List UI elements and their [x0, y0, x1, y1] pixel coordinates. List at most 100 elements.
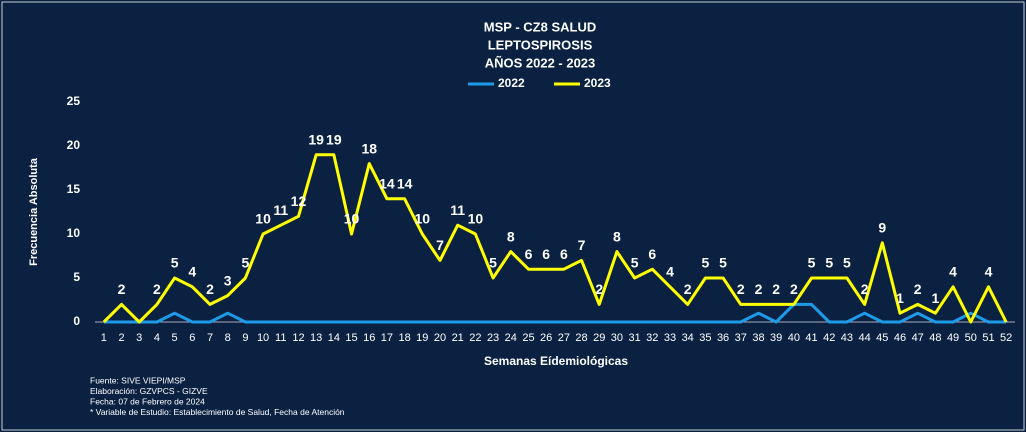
data-label: 2: [118, 281, 126, 297]
x-tick-label: 36: [717, 332, 729, 344]
x-axis-title: Semanas Eídemiológicas: [484, 354, 628, 368]
data-label: 10: [255, 211, 271, 227]
data-label: 5: [825, 255, 833, 271]
y-tick-label: 10: [67, 226, 81, 240]
series-line: [103, 302, 1007, 324]
x-tick-label: 8: [225, 332, 231, 344]
x-tick-label: 28: [575, 332, 587, 344]
legend-label: 2023: [584, 76, 611, 90]
data-label: 1: [931, 290, 939, 306]
data-label: 14: [379, 176, 395, 192]
footnote: Fecha: 07 de Febrero de 2024: [90, 396, 205, 406]
data-label: 10: [468, 211, 484, 227]
data-label: 5: [701, 255, 709, 271]
data-label: 18: [361, 140, 377, 156]
data-label: 2: [772, 281, 780, 297]
x-tick-label: 14: [328, 332, 340, 344]
data-label: 4: [666, 264, 674, 280]
y-tick-label: 20: [67, 138, 81, 152]
data-label: 2: [595, 281, 603, 297]
data-label: 5: [808, 255, 816, 271]
data-label: 5: [489, 255, 497, 271]
x-tick-label: 31: [628, 332, 640, 344]
x-tick-label: 38: [752, 332, 764, 344]
x-tick-label: 17: [381, 332, 393, 344]
x-tick-label: 34: [682, 332, 694, 344]
data-label: 3: [224, 272, 232, 288]
x-tick-label: 13: [310, 332, 322, 344]
x-tick-label: 23: [487, 332, 499, 344]
x-tick-label: 50: [965, 332, 977, 344]
x-tick-label: 3: [136, 332, 142, 344]
data-label: 7: [436, 237, 444, 253]
x-tick-label: 10: [257, 332, 269, 344]
data-label: 5: [719, 255, 727, 271]
x-tick-label: 40: [788, 332, 800, 344]
legend-label: 2022: [498, 76, 525, 90]
x-tick-label: 47: [912, 332, 924, 344]
x-tick-label: 24: [505, 332, 517, 344]
data-label: 5: [241, 255, 249, 271]
x-tick-label: 43: [841, 332, 853, 344]
chart-title: AÑOS 2022 - 2023: [485, 55, 596, 70]
y-tick-label: 15: [67, 182, 81, 196]
x-tick-label: 33: [664, 332, 676, 344]
data-label: 9: [878, 220, 886, 236]
x-tick-label: 46: [894, 332, 906, 344]
data-label: 4: [949, 264, 957, 280]
x-tick-label: 4: [154, 332, 160, 344]
x-tick-label: 1: [101, 332, 107, 344]
x-tick-label: 11: [275, 332, 286, 344]
x-tick-label: 18: [398, 332, 410, 344]
data-label: 2: [206, 281, 214, 297]
y-tick-label: 25: [67, 94, 81, 108]
x-tick-label: 9: [242, 332, 248, 344]
x-tick-label: 51: [982, 332, 994, 344]
x-tick-label: 7: [207, 332, 213, 344]
data-label: 10: [415, 211, 431, 227]
x-tick-label: 22: [469, 332, 481, 344]
y-axis-title: Frecuencia Absoluta: [28, 157, 40, 266]
data-label: 2: [914, 281, 922, 297]
data-label: 7: [578, 237, 586, 253]
data-label: 4: [985, 264, 993, 280]
x-tick-label: 25: [522, 332, 534, 344]
footnote: * Variable de Estudio: Establecimiento d…: [90, 407, 345, 417]
data-label: 2: [684, 281, 692, 297]
data-label: 14: [397, 176, 413, 192]
x-tick-label: 41: [805, 332, 817, 344]
x-tick-label: 52: [1000, 332, 1012, 344]
data-label: 1: [896, 290, 904, 306]
x-tick-label: 49: [947, 332, 959, 344]
data-label: 5: [843, 255, 851, 271]
x-tick-label: 21: [452, 332, 464, 344]
x-tick-label: 15: [345, 332, 357, 344]
data-label: 4: [188, 264, 196, 280]
data-label: 2: [153, 281, 161, 297]
data-label: 11: [273, 202, 288, 218]
x-tick-label: 37: [735, 332, 747, 344]
x-tick-label: 48: [929, 332, 941, 344]
x-tick-label: 42: [823, 332, 835, 344]
footnote: Fuente: SIVE VIEPI/MSP: [90, 375, 186, 385]
x-tick-label: 5: [172, 332, 178, 344]
data-label: 5: [631, 255, 639, 271]
x-tick-label: 39: [770, 332, 782, 344]
x-tick-label: 32: [646, 332, 658, 344]
x-tick-label: 12: [292, 332, 304, 344]
data-label: 6: [648, 246, 656, 262]
data-label: 8: [613, 228, 621, 244]
data-label: 8: [507, 228, 515, 244]
series-line: [102, 153, 1008, 324]
y-tick-label: 0: [73, 314, 80, 328]
data-label: 19: [326, 132, 342, 148]
x-tick-label: 26: [540, 332, 552, 344]
data-label: 2: [755, 281, 763, 297]
chart-title: MSP - CZ8 SALUD: [484, 19, 596, 34]
data-label: 11: [450, 202, 465, 218]
data-label: 2: [737, 281, 745, 297]
data-label: 2: [861, 281, 869, 297]
data-label: 19: [308, 132, 324, 148]
